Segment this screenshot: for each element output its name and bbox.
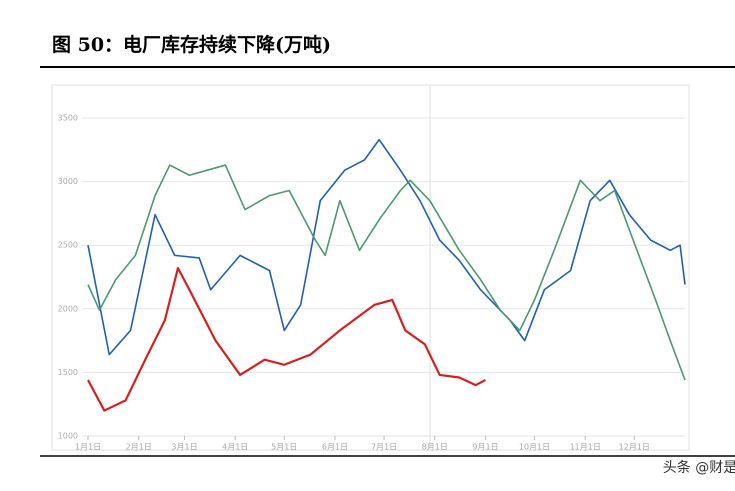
x-tick-label: 5月1日 — [271, 443, 297, 452]
x-tick-label: 10月1日 — [519, 443, 550, 452]
x-tick-label: 8月1日 — [422, 443, 448, 452]
x-tick-label: 9月1日 — [472, 443, 498, 452]
series-line — [87, 138, 686, 356]
x-tick-label: 7月1日 — [371, 443, 397, 452]
x-tick-label: 2月1日 — [126, 443, 152, 452]
x-tick-label: 4月1日 — [222, 443, 248, 452]
series-line — [87, 164, 686, 381]
y-tick-label: 3000 — [58, 177, 78, 186]
series-line — [87, 266, 486, 412]
y-tick-label: 1500 — [58, 368, 78, 377]
y-tick-label: 3500 — [58, 114, 78, 123]
plot-frame — [51, 84, 690, 451]
source: 头条 @财是 — [663, 459, 735, 476]
y-tick-label: 2000 — [58, 304, 78, 313]
x-tick-label: 11月1日 — [570, 443, 601, 452]
x-tick-label: 6月1日 — [322, 443, 348, 452]
x-tick-label: 12月1日 — [619, 443, 650, 452]
y-tick-label: 1000 — [58, 432, 78, 441]
y-tick-label: 2500 — [58, 241, 78, 250]
x-tick-label: 1月1日 — [75, 443, 101, 452]
chart-title: 图 50：电厂库存持续下降(万吨) — [52, 33, 331, 56]
x-tick-label: 3月1日 — [171, 443, 197, 452]
